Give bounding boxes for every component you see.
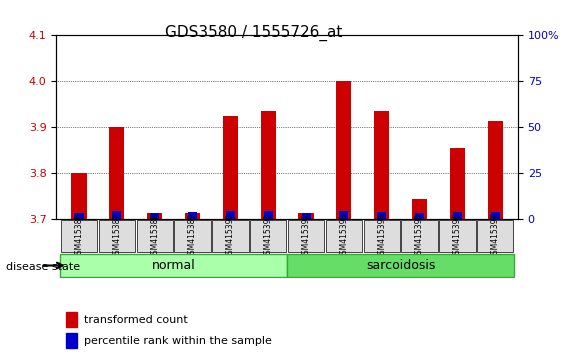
FancyBboxPatch shape <box>364 220 400 252</box>
Bar <box>65 312 77 327</box>
FancyBboxPatch shape <box>287 253 514 278</box>
Bar <box>185 213 200 219</box>
Bar <box>65 333 77 348</box>
Bar <box>339 211 348 219</box>
Text: GSM415390: GSM415390 <box>226 213 235 259</box>
Bar <box>147 213 162 219</box>
Text: GSM415394: GSM415394 <box>377 213 386 259</box>
FancyBboxPatch shape <box>175 220 211 252</box>
Bar <box>450 148 465 219</box>
Bar <box>188 212 197 219</box>
Text: transformed count: transformed count <box>84 315 187 325</box>
Bar <box>336 81 351 219</box>
Bar <box>374 112 389 219</box>
Bar <box>377 212 386 219</box>
FancyBboxPatch shape <box>99 220 135 252</box>
FancyBboxPatch shape <box>326 220 362 252</box>
Text: GSM415392: GSM415392 <box>302 213 311 259</box>
Bar <box>109 127 124 219</box>
Text: GSM415396: GSM415396 <box>453 213 462 259</box>
Text: GSM415391: GSM415391 <box>263 213 272 259</box>
FancyBboxPatch shape <box>212 220 248 252</box>
Bar <box>72 173 87 219</box>
Bar <box>74 213 83 219</box>
FancyBboxPatch shape <box>250 220 287 252</box>
Text: GSM415393: GSM415393 <box>339 213 348 259</box>
Bar <box>261 112 276 219</box>
Text: GSM415386: GSM415386 <box>74 213 83 259</box>
Bar <box>298 213 314 219</box>
Bar <box>415 213 424 219</box>
Text: GSM415388: GSM415388 <box>150 213 159 259</box>
Bar <box>302 213 311 219</box>
FancyBboxPatch shape <box>439 220 476 252</box>
Text: GSM415389: GSM415389 <box>188 213 197 259</box>
Bar <box>150 213 159 219</box>
Text: percentile rank within the sample: percentile rank within the sample <box>84 336 272 346</box>
Text: GSM415397: GSM415397 <box>491 213 500 259</box>
Bar <box>488 121 503 219</box>
Bar <box>223 116 238 219</box>
Bar <box>453 212 462 219</box>
FancyBboxPatch shape <box>136 220 173 252</box>
Bar <box>112 211 122 219</box>
FancyBboxPatch shape <box>477 220 513 252</box>
Bar <box>263 211 272 219</box>
Text: GSM415387: GSM415387 <box>113 213 122 259</box>
FancyBboxPatch shape <box>61 220 97 252</box>
FancyBboxPatch shape <box>288 220 324 252</box>
Text: normal: normal <box>152 259 195 272</box>
Text: GDS3580 / 1555726_at: GDS3580 / 1555726_at <box>164 25 342 41</box>
Text: sarcoidosis: sarcoidosis <box>366 259 435 272</box>
Bar <box>491 212 500 219</box>
Text: GSM415395: GSM415395 <box>415 213 424 259</box>
Bar <box>412 199 427 219</box>
FancyBboxPatch shape <box>60 253 287 278</box>
Text: disease state: disease state <box>6 262 80 272</box>
Bar <box>226 211 235 219</box>
FancyBboxPatch shape <box>401 220 438 252</box>
